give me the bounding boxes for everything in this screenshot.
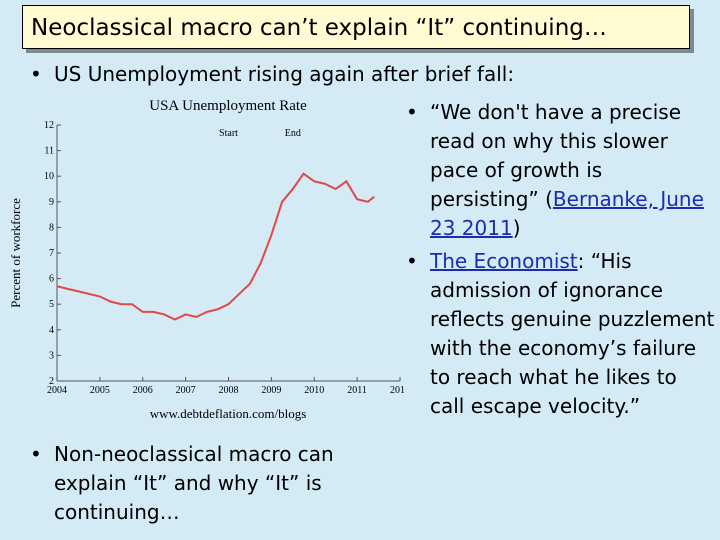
text: US Unemployment rising again after brief… (54, 62, 515, 86)
y-tick-label: 2 (49, 376, 54, 387)
x-tick-label: 2005 (90, 385, 110, 396)
y-tick-label: 3 (49, 350, 54, 361)
x-tick-label: 2010 (304, 385, 324, 396)
bullet: “We don't have a precise read on why thi… (404, 98, 716, 243)
y-tick-label: 5 (49, 299, 54, 310)
x-tick-label: 2007 (176, 385, 196, 396)
bullet: The Economist: “His admission of ignoran… (404, 247, 716, 421)
x-tick-label: 2006 (133, 385, 153, 396)
link[interactable]: The Economist (430, 249, 578, 273)
source: www.debtdeflation.com/blogs (150, 406, 307, 421)
y-tick-label: 12 (44, 120, 54, 131)
y-tick-label: 4 (49, 325, 54, 336)
x-tick-label: 2011 (347, 385, 367, 396)
y-axis-label: Percent of workforce (8, 198, 23, 308)
y-tick-label: 6 (49, 274, 54, 285)
chart-title: USA Unemployment Rate (149, 98, 307, 114)
bullet: US Unemployment rising again after brief… (28, 60, 688, 89)
y-tick-label: 7 (49, 248, 54, 259)
y-tick-label: 9 (49, 197, 54, 208)
annotation: End (285, 128, 301, 139)
link[interactable]: Bernanke, June 23 2011 (430, 187, 704, 240)
text: ) (512, 216, 521, 240)
y-tick-label: 11 (44, 146, 54, 157)
x-tick-label: 2004 (47, 385, 67, 396)
y-tick-label: 8 (49, 222, 54, 233)
text: : “His admission of ignorance reflects g… (430, 249, 715, 418)
bullet: Non-neoclassical macro can explain “It” … (28, 440, 388, 527)
chart: USA Unemployment Rate Percent of workfor… (8, 98, 405, 421)
annotation: Start (219, 128, 238, 139)
text: “We don't have a precise read on why thi… (430, 100, 682, 211)
slide-title: Neoclassical macro can’t explain “It” co… (22, 5, 690, 49)
x-tick-label: 2008 (219, 385, 239, 396)
x-tick-label: 2009 (261, 385, 281, 396)
line (56, 172, 375, 321)
x-tick-label: 2012 (390, 385, 405, 396)
text: Non-neoclassical macro can explain “It” … (54, 442, 334, 524)
y-tick-label: 10 (44, 171, 54, 182)
